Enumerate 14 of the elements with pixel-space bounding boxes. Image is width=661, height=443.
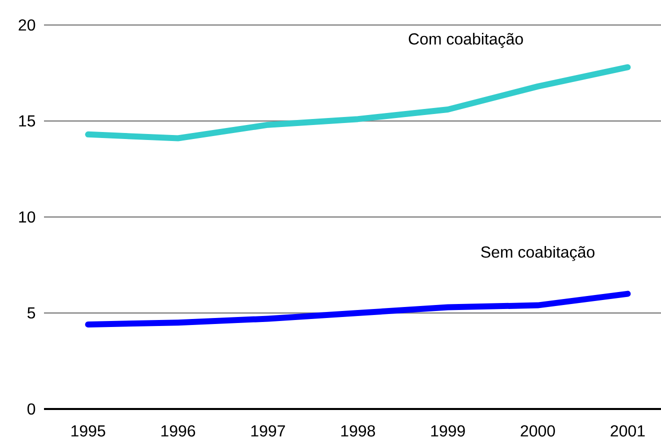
x-tick-label: 1998 (341, 425, 375, 437)
y-tick-label: 15 (19, 115, 36, 127)
x-tick-label: 2000 (520, 425, 555, 437)
x-tick-label: 1996 (161, 425, 196, 437)
y-tick-label: 10 (19, 211, 36, 223)
y-tick-label: 20 (18, 19, 36, 31)
x-tick-label: 1999 (431, 425, 465, 437)
x-tick-label: 1997 (251, 425, 285, 437)
y-tick-label: 0 (27, 403, 36, 415)
text: Com coabitação (408, 32, 523, 48)
x-tick-label: 1995 (71, 425, 106, 437)
y-tick-label: 5 (27, 307, 36, 319)
x-tick-label: 2001 (610, 425, 645, 437)
text: Sem coabitação (481, 246, 594, 261)
